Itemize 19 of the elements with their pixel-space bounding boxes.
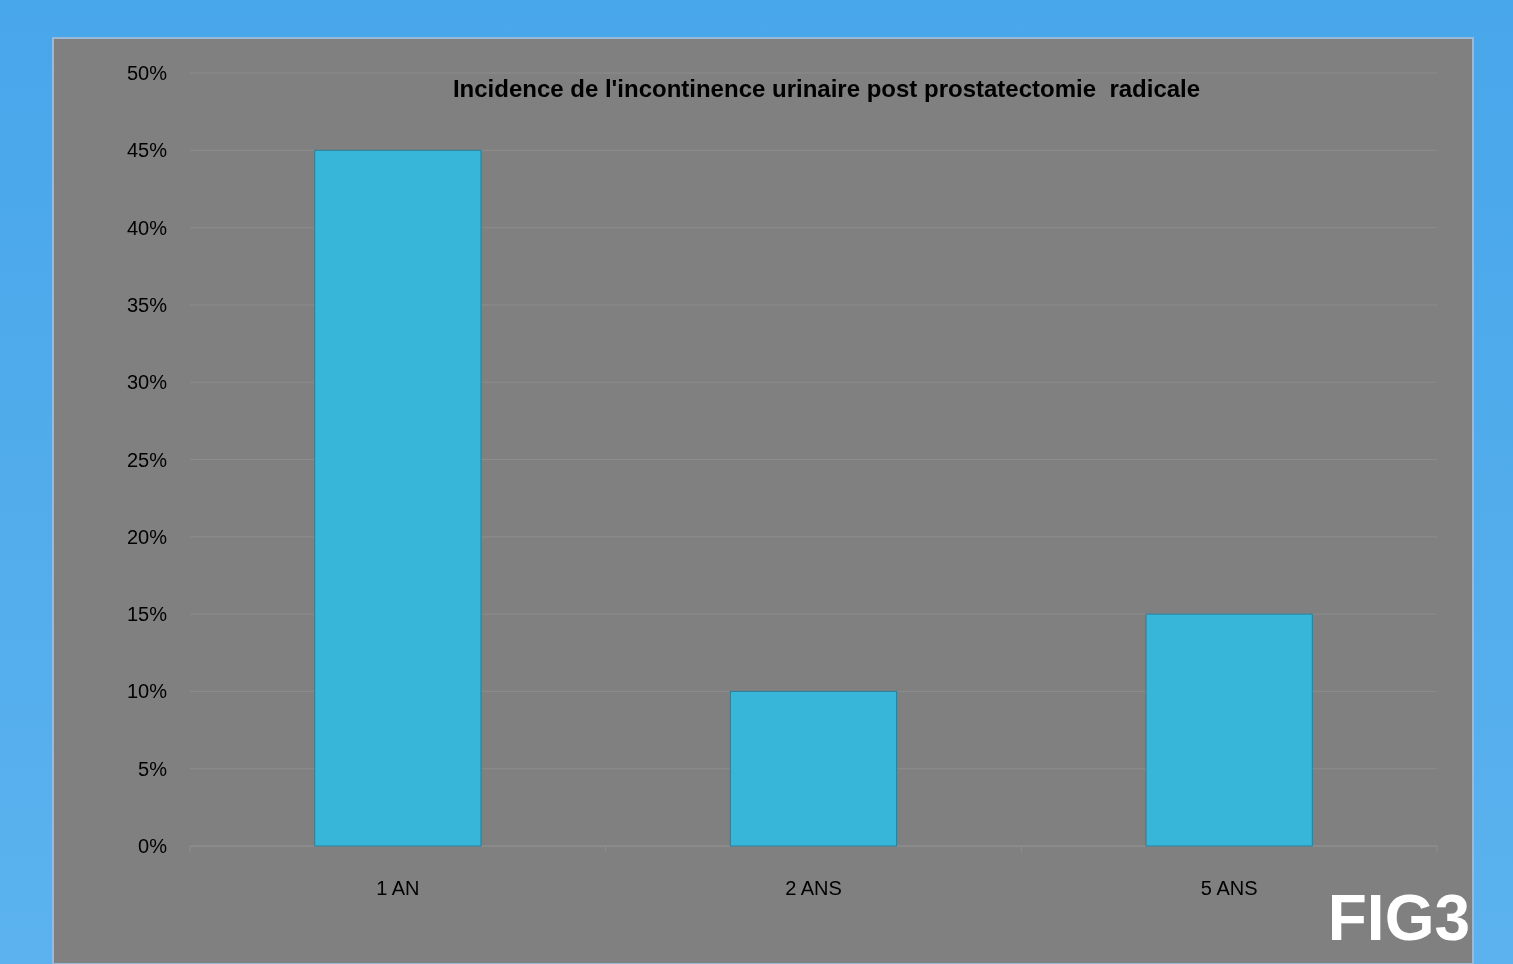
y-tick-label: 45% [126, 139, 168, 162]
chart-title: Incidence de l'incontinence urinaire post prostatectomie radicale [452, 75, 1201, 103]
y-tick-label: 25% [126, 448, 168, 471]
y-tick-label: 30% [126, 371, 168, 394]
y-tick-label: 20% [126, 525, 168, 548]
y-tick-label: 35% [126, 293, 168, 316]
y-tick-label: 15% [126, 603, 168, 626]
caption: FIG3 [1327, 882, 1470, 954]
y-tick-label: 10% [126, 680, 168, 703]
bar [314, 149, 482, 847]
y-tick-label: 5% [138, 757, 168, 780]
y-tick-label: 0% [138, 835, 168, 857]
y-tick-label: 40% [126, 216, 168, 239]
bar [1145, 613, 1313, 847]
x-tick-label: 2 ANS [785, 877, 842, 899]
x-tick-label: 5 ANS [1200, 877, 1258, 899]
x-tick-label: 1 AN [376, 877, 420, 899]
y-tick-label: 50% [126, 62, 168, 84]
bar [729, 690, 898, 847]
